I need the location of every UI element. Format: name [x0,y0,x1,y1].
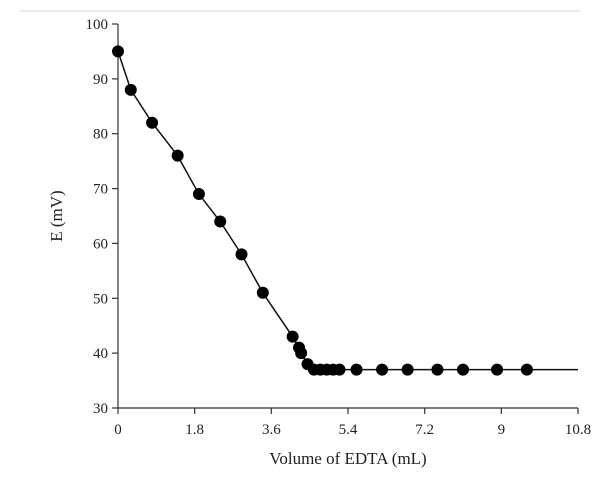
data-point [401,363,414,376]
y-tick-label: 30 [93,401,108,417]
data-point [350,363,363,376]
data-point [192,188,205,201]
series-line [117,51,578,371]
data-point [431,363,444,376]
x-axis-label: Volume of EDTA (mL) [269,449,426,468]
data-point [286,330,299,343]
data-point [256,286,269,299]
data-point [235,248,248,261]
y-tick-label: 70 [93,182,108,198]
x-tick-label: 5.4 [339,422,358,438]
data-point [146,116,159,129]
x-tick-label: 9 [498,422,506,438]
y-tick-label: 100 [86,17,109,33]
plot-area: 30 40 50 60 70 80 90 100 0 1.8 3.6 5.4 7.2 9 10.8 [86,17,592,438]
y-ticks: 30 40 50 60 70 80 90 100 [86,17,118,417]
x-ticks: 0 1.8 3.6 5.4 7.2 9 10.8 [114,408,591,438]
data-point [112,45,124,58]
x-tick-label: 10.8 [565,422,591,438]
data-point [520,363,533,376]
data-points [112,45,533,376]
data-point [491,363,504,376]
y-axis-label: E (mV) [47,190,66,241]
data-point [333,363,346,376]
x-tick-label: 7.2 [415,422,434,438]
data-point [171,149,184,162]
y-tick-label: 50 [93,291,108,307]
x-tick-label: 0 [114,422,122,438]
data-point [376,363,389,376]
x-tick-label: 3.6 [262,422,281,438]
data-point [214,215,227,228]
x-tick-label: 1.8 [185,422,204,438]
y-tick-label: 40 [93,346,108,362]
y-tick-label: 80 [93,127,108,143]
y-tick-label: 60 [93,236,108,252]
y-tick-label: 90 [93,72,108,88]
data-point [124,83,137,96]
data-point [295,347,308,360]
data-point [457,363,469,376]
